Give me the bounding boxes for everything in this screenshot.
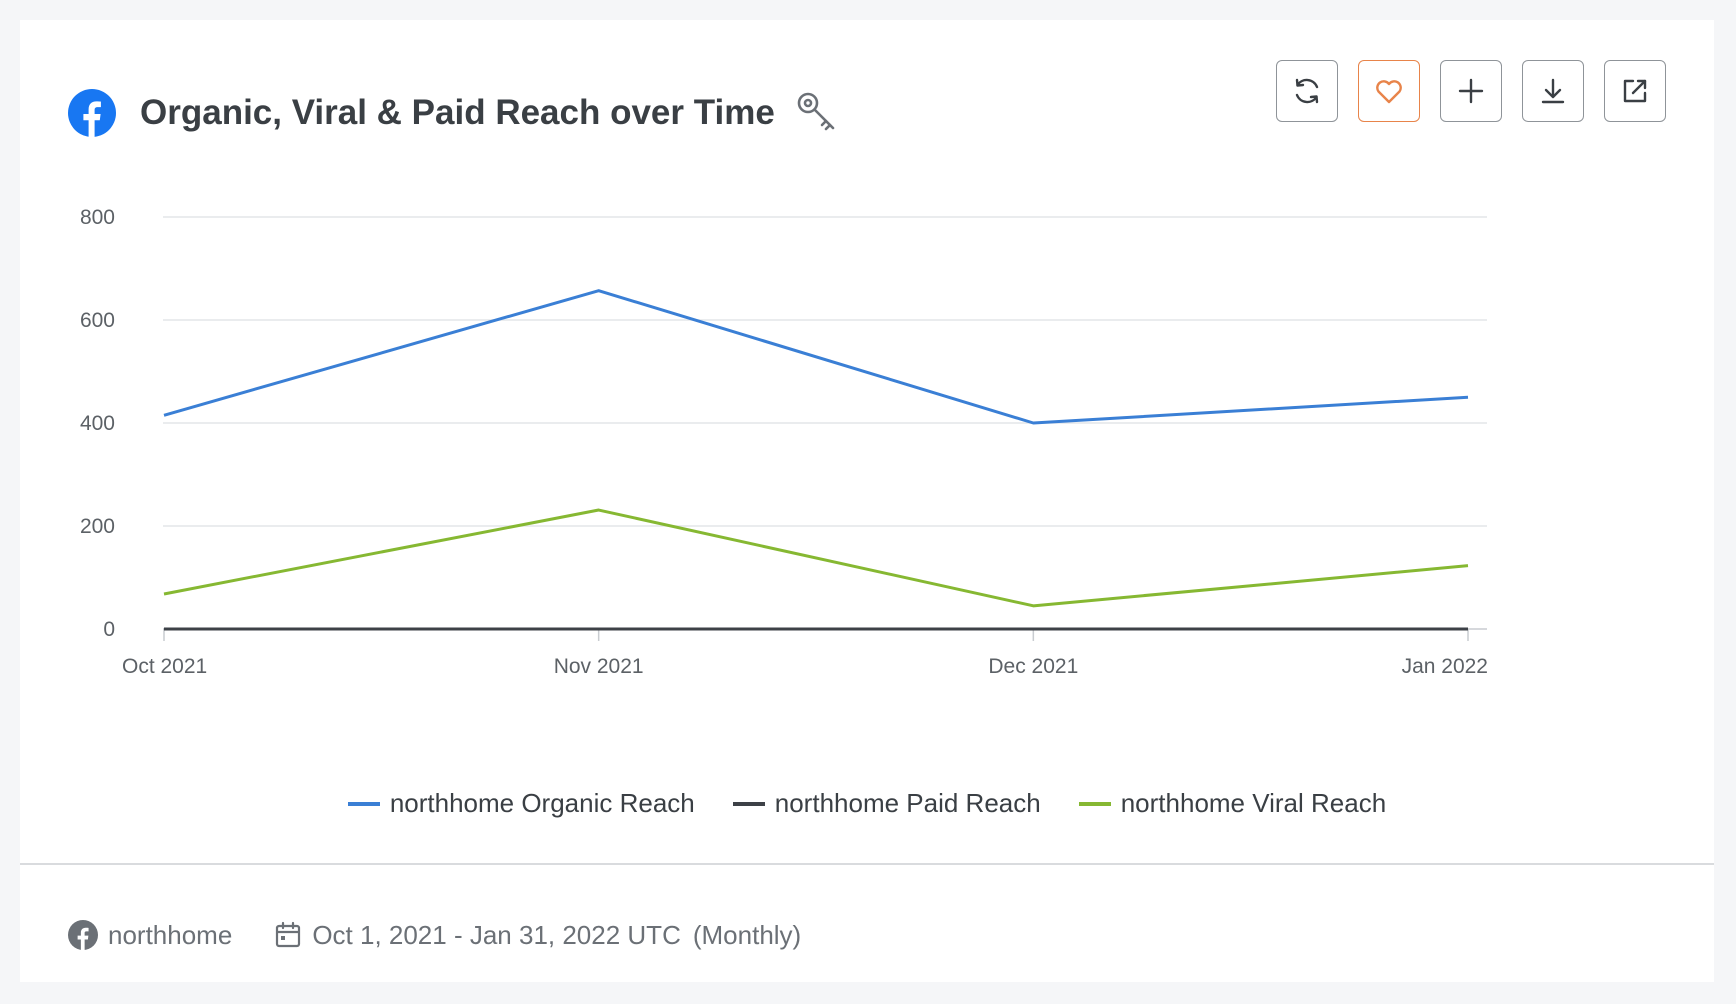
y-tick-label: 600 <box>80 309 115 332</box>
y-tick-label: 200 <box>80 515 115 538</box>
legend-swatch <box>1078 801 1111 806</box>
widget-toolbar <box>1276 60 1666 122</box>
y-tick-label: 400 <box>80 412 115 435</box>
key-icon[interactable] <box>795 90 841 136</box>
legend-label: northhome Organic Reach <box>389 788 695 818</box>
chart-card: Organic, Viral & Paid Reach over Time <box>20 20 1714 982</box>
x-tick-label: Jan 2022 <box>1402 655 1488 678</box>
y-tick-label: 800 <box>80 206 115 229</box>
favorite-button[interactable] <box>1358 60 1420 122</box>
widget-title: Organic, Viral & Paid Reach over Time <box>140 93 775 132</box>
x-tick-label: Dec 2021 <box>988 655 1078 678</box>
series-line-northhome-organic-reach <box>163 289 1469 425</box>
chart-svg: 0 200 400 600 800 Oct 2021 Nov 2021 Dec 2021 Jan… <box>80 206 1488 678</box>
refresh-button[interactable] <box>1276 60 1338 122</box>
refresh-icon <box>1295 78 1319 104</box>
line-chart: 0 200 400 600 800 Oct 2021 Nov 2021 Dec 2021 Jan… <box>20 20 1714 780</box>
open-external-button[interactable] <box>1604 60 1666 122</box>
series-line-northhome-viral-reach <box>163 508 1469 608</box>
facebook-icon <box>68 920 98 950</box>
footer-divider <box>20 863 1714 865</box>
legend-swatch <box>347 801 380 806</box>
external-link-icon <box>1623 79 1647 103</box>
account-name: northhome <box>108 919 233 950</box>
granularity-label: (Monthly) <box>692 919 802 950</box>
x-tick-label: Nov 2021 <box>554 655 644 678</box>
legend-item[interactable]: northhome Organic Reach <box>347 788 695 819</box>
legend-item[interactable]: northhome Viral Reach <box>1078 788 1387 819</box>
heart-icon <box>1376 80 1402 104</box>
legend-label: northhome Viral Reach <box>1120 788 1387 818</box>
legend-item[interactable]: northhome Paid Reach <box>732 788 1041 819</box>
widget-footer: northhome Oct 1, 2021 - Jan 31, 2022 UTC… <box>68 915 801 955</box>
date-range: Oct 1, 2021 - Jan 31, 2022 UTC <box>312 919 681 950</box>
widget-header: Organic, Viral & Paid Reach over Time <box>68 68 841 158</box>
legend-swatch <box>732 801 765 806</box>
plus-icon <box>1458 78 1484 104</box>
facebook-icon <box>68 89 116 137</box>
download-icon <box>1541 78 1565 104</box>
add-button[interactable] <box>1440 60 1502 122</box>
chart-legend: northhome Organic Reach northhome Paid Re… <box>20 788 1714 819</box>
x-tick-label: Oct 2021 <box>122 655 207 678</box>
download-button[interactable] <box>1522 60 1584 122</box>
y-tick-label: 0 <box>103 618 115 641</box>
calendar-icon <box>274 921 302 949</box>
legend-label: northhome Paid Reach <box>774 788 1041 818</box>
